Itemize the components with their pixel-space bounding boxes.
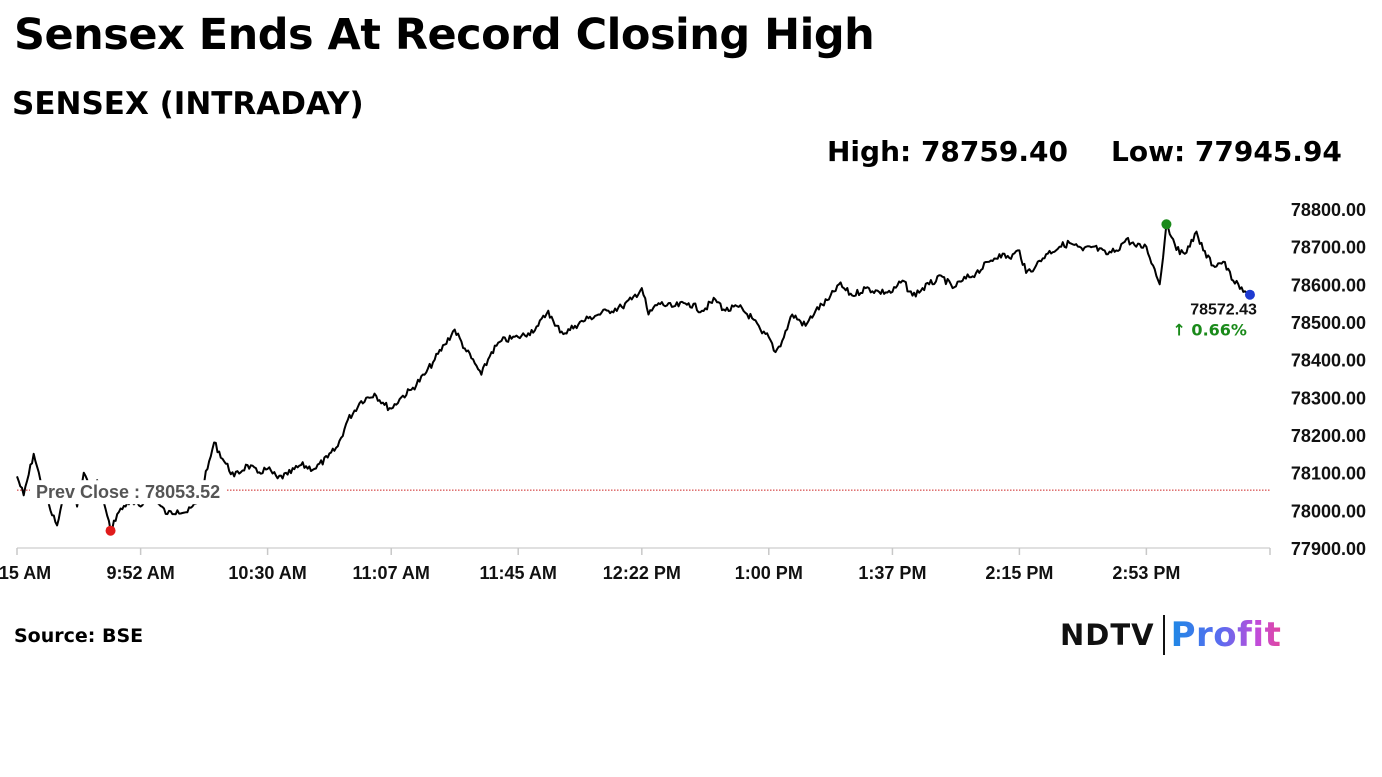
last-price-marker [1244,289,1255,300]
day-high: High: 78759.40 [827,135,1068,168]
x-tick-label: 11:45 AM [480,563,557,583]
y-tick-label: 78600.00 [1291,275,1366,295]
change-percent-label: ↑ 0.66% [1172,321,1246,340]
prev-close-label: Prev Close : 78053.52 [36,482,220,502]
x-tick-label: 9:52 AM [106,563,174,583]
intraday-line-chart: 9:15 AM 9:52 AM 10:30 AM 11:07 AM 11:45 AM 12… [0,200,1366,583]
chart-subtitle: SENSEX (INTRADAY) [12,86,364,122]
ndtv-profit-logo: NDTV Profit [1060,613,1281,657]
high-marker [1161,219,1172,230]
logo-divider [1162,615,1165,655]
x-tick-label: 1:00 PM [735,563,803,583]
y-tick-label: 78700.00 [1291,238,1366,258]
y-tick-label: 77900.00 [1291,539,1366,559]
y-tick-label: 78400.00 [1291,351,1366,371]
prev-close-label-bg [30,480,227,505]
source-note: Source: BSE [14,625,144,647]
x-tick-label: 11:07 AM [353,563,430,583]
y-tick-label: 78300.00 [1291,388,1366,408]
y-tick-label: 78100.00 [1291,464,1366,484]
y-tick-label: 78500.00 [1291,313,1366,333]
logo-ndtv-text: NDTV [1060,618,1155,652]
low-marker [105,525,116,536]
y-tick-label: 78000.00 [1291,501,1366,521]
day-low: Low: 77945.94 [1111,135,1342,168]
y-tick-label: 78800.00 [1291,200,1366,220]
sensex-price-line [16,223,1251,532]
x-tick-label: 10:30 AM [228,563,306,583]
x-tick-label: 2:15 PM [985,563,1053,583]
chart-title: Sensex Ends At Record Closing High [14,10,875,60]
last-price-label: 78572.43 [1190,302,1257,319]
x-tick-label: 9:15 AM [0,563,51,583]
x-tick-label: 2:53 PM [1112,563,1180,583]
x-tick-label: 12:22 PM [603,563,681,583]
x-tick-label: 1:37 PM [858,563,926,583]
logo-profit-text: Profit [1170,615,1282,655]
y-tick-label: 78200.00 [1291,426,1366,446]
